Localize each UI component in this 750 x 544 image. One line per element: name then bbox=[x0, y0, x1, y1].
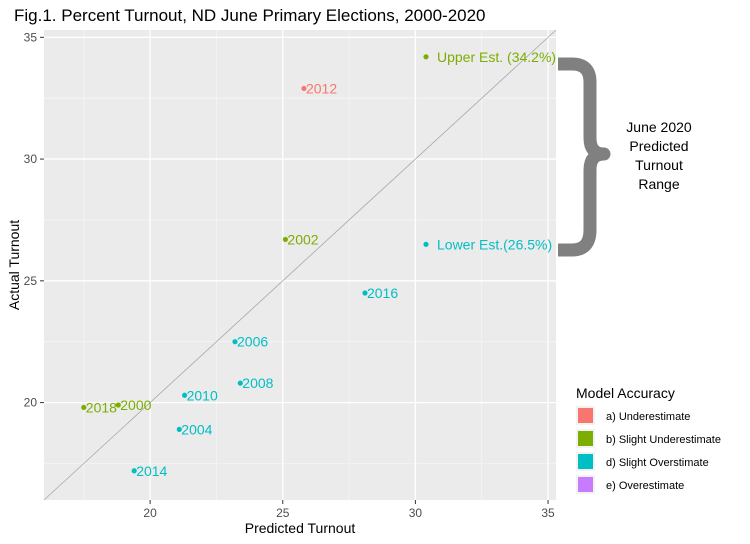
x-axis-title: Predicted Turnout bbox=[245, 520, 356, 536]
point-label: 2002 bbox=[287, 231, 318, 247]
point-label: Lower Est.(26.5%) bbox=[437, 236, 552, 252]
grid-minor bbox=[44, 30, 556, 500]
point-label: 2008 bbox=[242, 375, 273, 391]
data-point bbox=[362, 290, 368, 296]
data-point bbox=[423, 54, 429, 60]
legend-label: e) Overestimate bbox=[606, 480, 684, 492]
data-points bbox=[81, 54, 429, 474]
point-label: 2018 bbox=[86, 399, 117, 415]
legend-label: a) Underestimate bbox=[606, 411, 690, 423]
legend-label: b) Slight Underestimate bbox=[606, 434, 721, 446]
data-point bbox=[81, 404, 87, 411]
data-point bbox=[232, 339, 238, 345]
data-point bbox=[282, 236, 289, 243]
point-label: Upper Est. (34.2%) bbox=[437, 49, 556, 65]
annotation-line: Range bbox=[638, 176, 679, 192]
point-label: 2010 bbox=[187, 387, 218, 403]
legend-title: Model Accuracy bbox=[576, 385, 675, 401]
point-label: 2004 bbox=[181, 421, 212, 437]
legend-swatch bbox=[578, 454, 593, 469]
legend-label: d) Slight Overstimate bbox=[606, 457, 709, 469]
y-axis-title: Actual Turnout bbox=[6, 220, 22, 310]
point-label: 2014 bbox=[136, 463, 167, 479]
annotation-line: June 2020 bbox=[626, 119, 692, 135]
point-label: 2012 bbox=[306, 80, 337, 96]
point-label: 2006 bbox=[237, 334, 268, 350]
data-point bbox=[301, 85, 307, 92]
y-tick-label: 20 bbox=[24, 396, 38, 410]
data-point bbox=[237, 380, 243, 386]
reference-line bbox=[43, 29, 557, 501]
annotation-line: Turnout bbox=[635, 157, 683, 173]
y-tick-label: 25 bbox=[24, 274, 38, 288]
point-label: 2000 bbox=[120, 397, 151, 413]
legend-swatch bbox=[578, 408, 593, 423]
data-point bbox=[131, 468, 137, 474]
identity-line bbox=[43, 29, 557, 501]
chart-title: Fig.1. Percent Turnout, ND June Primary … bbox=[14, 6, 486, 25]
y-axis-ticks: 20 25 30 35 bbox=[24, 30, 44, 410]
point-labels: 2000 2002 2004 2006 2008 2010 2012 2014 2016 2018… bbox=[86, 49, 556, 479]
data-point bbox=[182, 392, 188, 398]
legend-swatch bbox=[578, 431, 593, 446]
data-point bbox=[115, 402, 121, 408]
x-tick-label: 30 bbox=[409, 506, 423, 520]
legend: Model Accuracy a) Underestimate b) Slight… bbox=[576, 385, 721, 494]
y-tick-label: 30 bbox=[24, 152, 38, 166]
legend-swatch bbox=[578, 477, 593, 492]
x-tick-label: 20 bbox=[143, 506, 157, 520]
point-label: 2016 bbox=[367, 285, 398, 301]
x-axis-ticks: 20 25 30 35 bbox=[143, 500, 555, 520]
data-point bbox=[176, 426, 182, 432]
range-brace bbox=[558, 57, 611, 257]
x-tick-label: 35 bbox=[541, 506, 555, 520]
y-tick-label: 35 bbox=[24, 30, 38, 44]
annotation-line: Predicted bbox=[629, 138, 688, 154]
grid-major bbox=[44, 30, 556, 500]
data-point bbox=[423, 241, 429, 247]
x-tick-label: 25 bbox=[276, 506, 290, 520]
range-annotation: June 2020 Predicted Turnout Range bbox=[626, 119, 692, 192]
